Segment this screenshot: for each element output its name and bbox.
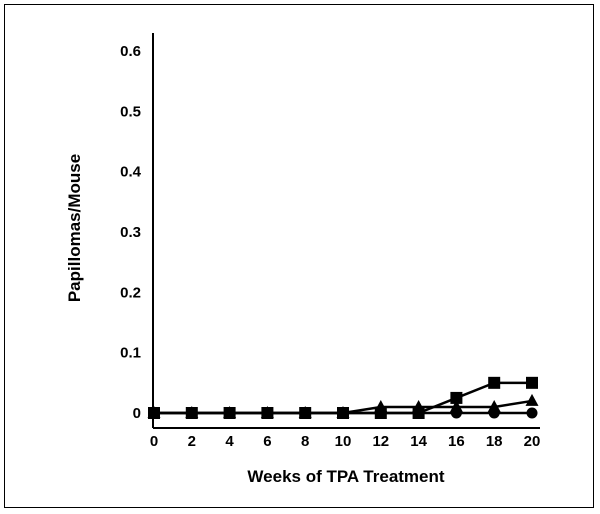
data-point-square bbox=[526, 376, 538, 389]
data-point-triangle bbox=[525, 393, 539, 406]
data-point-square bbox=[223, 407, 236, 419]
x-tick-label: 16 bbox=[448, 433, 465, 450]
y-tick-label: 0.4 bbox=[120, 164, 142, 181]
data-point-square bbox=[337, 407, 349, 419]
x-tick-label: 14 bbox=[410, 433, 427, 450]
x-tick-label: 10 bbox=[335, 433, 352, 450]
x-tick-labels: 0 2 4 6 8 10 12 14 16 18 20 bbox=[150, 433, 541, 450]
x-tick-label: 18 bbox=[486, 433, 503, 450]
y-tick-label: 0.5 bbox=[120, 103, 141, 120]
y-axis-label: Papillomas/Mouse bbox=[65, 154, 84, 302]
series-layer bbox=[147, 376, 539, 419]
y-tick-label: 0.3 bbox=[120, 224, 141, 241]
y-tick-label: 0.1 bbox=[120, 345, 141, 362]
x-tick-label: 12 bbox=[372, 433, 389, 450]
data-point-square bbox=[148, 407, 160, 419]
axes bbox=[152, 33, 540, 429]
x-tick-label: 20 bbox=[524, 433, 541, 450]
x-tick-label: 0 bbox=[150, 433, 158, 450]
y-tick-labels: 0 0.1 0.2 0.3 0.4 0.5 0.6 bbox=[120, 43, 142, 422]
data-point-square bbox=[299, 407, 312, 419]
data-point-square bbox=[450, 391, 463, 404]
data-point-square bbox=[488, 376, 501, 389]
series-square bbox=[148, 376, 538, 419]
y-tick-label: 0 bbox=[133, 405, 141, 422]
data-point-square bbox=[185, 407, 198, 419]
data-point-triangle bbox=[487, 399, 501, 412]
x-tick-label: 2 bbox=[188, 433, 196, 450]
x-tick-label: 4 bbox=[225, 433, 234, 450]
data-point-circle bbox=[526, 407, 538, 419]
data-point-square bbox=[374, 407, 387, 419]
x-tick-label: 6 bbox=[263, 433, 271, 450]
data-point-square bbox=[412, 407, 425, 419]
data-point-square bbox=[261, 407, 274, 419]
x-axis-label: Weeks of TPA Treatment bbox=[247, 467, 444, 486]
y-tick-label: 0.2 bbox=[120, 284, 141, 301]
chart-frame bbox=[4, 4, 594, 508]
data-point-triangle bbox=[449, 399, 463, 412]
x-tick-label: 8 bbox=[301, 433, 309, 450]
y-tick-label: 0.6 bbox=[120, 43, 141, 60]
